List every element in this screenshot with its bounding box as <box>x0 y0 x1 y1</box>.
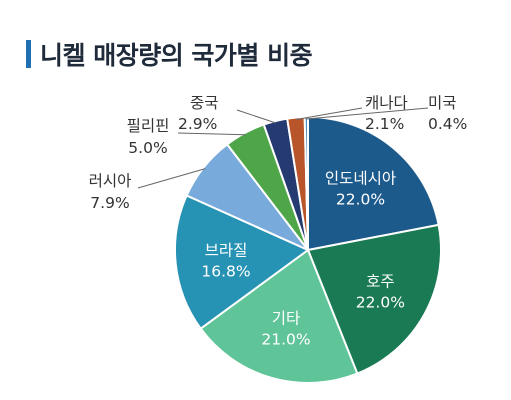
slice-value-4: 16.8% <box>201 263 250 281</box>
slice-value-9: 0.4% <box>428 115 467 133</box>
slice-labels: 인도네시아 22.0% 호주 22.0% 기타 21.0% 브라질 16.8% 러시아 7.9% 필… <box>89 94 468 349</box>
slice-label-6: 필리핀 <box>127 117 170 135</box>
slice-value-8: 2.1% <box>365 115 404 133</box>
leader-line-6 <box>177 132 246 136</box>
pie-slice-1 <box>307 115 440 252</box>
chart-title: 니켈 매장량의 국가별 비중 <box>40 41 313 70</box>
leader-line-5 <box>137 168 206 189</box>
slice-value-2: 22.0% <box>356 294 405 312</box>
pie-slice-2 <box>306 223 442 375</box>
slice-label-3: 기타 <box>272 310 301 328</box>
slice-value-7: 2.9% <box>178 115 217 133</box>
slice-value-5: 7.9% <box>90 194 129 212</box>
slice-value-1: 22.0% <box>336 190 385 208</box>
leader-line-8 <box>296 107 363 120</box>
pie-slice-3 <box>199 248 359 384</box>
leader-lines <box>137 107 429 189</box>
slice-label-4: 브라질 <box>205 242 248 260</box>
slice-value-3: 21.0% <box>261 331 310 349</box>
title-accent-bar <box>26 40 31 68</box>
leader-line-7 <box>236 109 277 124</box>
slice-label-2: 호주 <box>366 273 395 291</box>
slice-value-6: 5.0% <box>128 139 167 157</box>
slice-label-7: 중국 <box>190 94 219 112</box>
slice-label-9: 미국 <box>428 94 457 112</box>
pie-slice-4 <box>173 194 310 331</box>
slice-label-8: 캐나다 <box>365 94 408 112</box>
slice-label-5: 러시아 <box>89 172 132 190</box>
leader-line-9 <box>306 107 429 120</box>
slice-label-1: 인도네시아 <box>325 169 396 187</box>
